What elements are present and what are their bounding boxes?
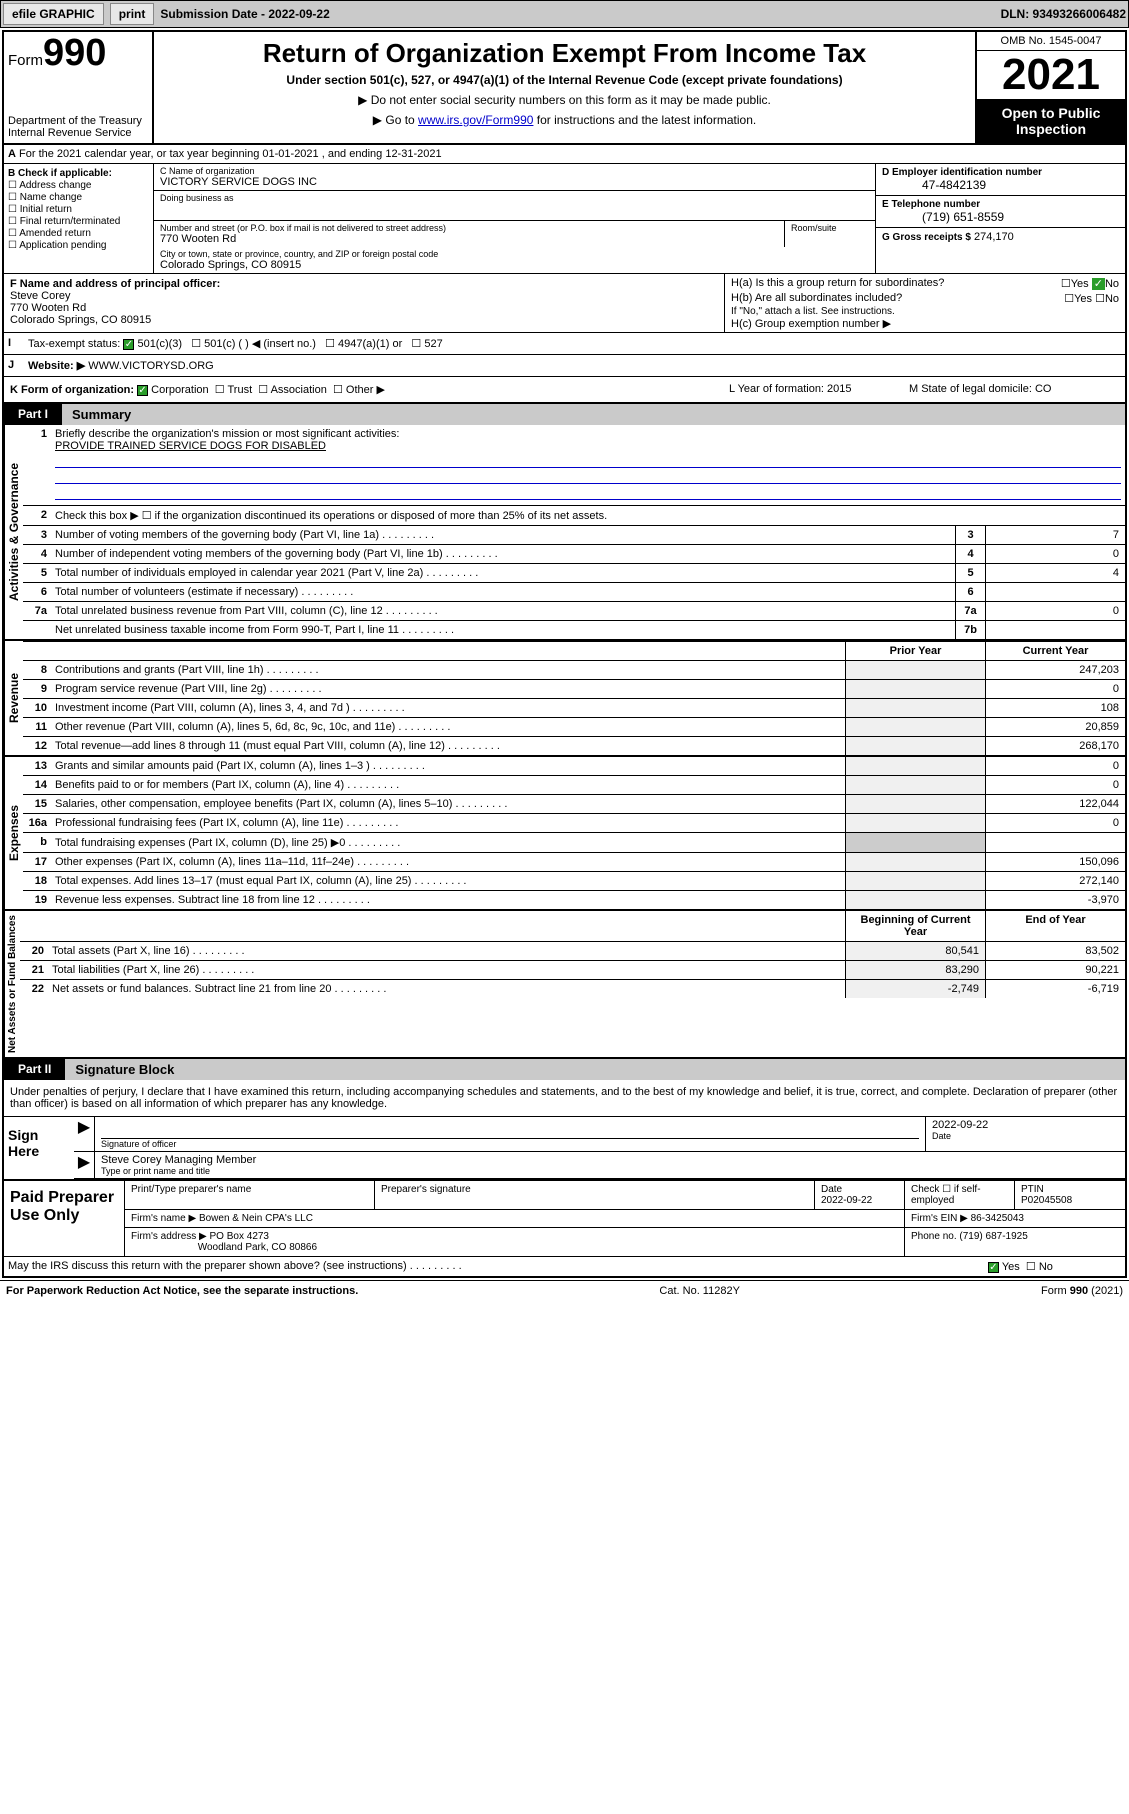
state-domicile: M State of legal domicile: CO <box>909 383 1119 396</box>
perjury-declaration: Under penalties of perjury, I declare th… <box>4 1080 1125 1117</box>
tax-exempt-status: Tax-exempt status: 501(c)(3) ☐ 501(c) ( … <box>24 333 1125 354</box>
col-current-year: Current Year <box>985 642 1125 660</box>
open-public: Open to Public Inspection <box>977 99 1125 143</box>
line-15-current: 122,044 <box>985 795 1125 813</box>
line-b-current <box>985 833 1125 852</box>
line-19-current: -3,970 <box>985 891 1125 909</box>
side-governance: Activities & Governance <box>4 425 23 639</box>
line-6-value <box>985 583 1125 601</box>
box-d-e-g: D Employer identification number 47-4842… <box>875 164 1125 273</box>
line-3-value: 7 <box>985 526 1125 544</box>
ptin: P02045508 <box>1021 1195 1072 1206</box>
omb-number: OMB No. 1545-0047 <box>977 32 1125 51</box>
line-9-current: 0 <box>985 680 1125 698</box>
form-990: Form990 Department of the Treasury Inter… <box>2 30 1127 1278</box>
line-12-current: 268,170 <box>985 737 1125 755</box>
line-7b-value <box>985 621 1125 639</box>
side-expenses: Expenses <box>4 757 23 909</box>
tax-year: 2021 <box>977 51 1125 99</box>
line-20-begin: 80,541 <box>845 942 985 960</box>
note-link: ▶ Go to www.irs.gov/Form990 for instruct… <box>160 113 969 127</box>
discuss-yes-checkbox[interactable] <box>988 1262 999 1273</box>
year-formation: L Year of formation: 2015 <box>729 383 909 396</box>
corporation-checkbox[interactable] <box>137 385 148 396</box>
form-title: Return of Organization Exempt From Incom… <box>160 38 969 69</box>
submission-date: Submission Date - 2022-09-22 <box>160 7 329 21</box>
line-21-begin: 83,290 <box>845 961 985 979</box>
org-city: Colorado Springs, CO 80915 <box>160 259 869 271</box>
line-20-end: 83,502 <box>985 942 1125 960</box>
box-b: B Check if applicable: ☐ Address change … <box>4 164 154 273</box>
prep-date: 2022-09-22 <box>821 1195 872 1206</box>
may-irs-discuss: May the IRS discuss this return with the… <box>4 1257 985 1276</box>
header-right: OMB No. 1545-0047 2021 Open to Public In… <box>975 32 1125 143</box>
line-16a-current: 0 <box>985 814 1125 832</box>
header-left: Form990 Department of the Treasury Inter… <box>4 32 154 143</box>
print-button[interactable]: print <box>110 3 155 25</box>
side-revenue: Revenue <box>4 641 23 755</box>
part2-header: Part II Signature Block <box>4 1059 1125 1080</box>
gross-receipts: 274,170 <box>974 231 1014 243</box>
sig-date: 2022-09-22 <box>932 1119 1119 1131</box>
line-21-end: 90,221 <box>985 961 1125 979</box>
col-prior-year: Prior Year <box>845 642 985 660</box>
prep-phone: (719) 687-1925 <box>959 1231 1027 1242</box>
line-22-end: -6,719 <box>985 980 1125 998</box>
line-7a-value: 0 <box>985 602 1125 620</box>
form-subtitle: Under section 501(c), 527, or 4947(a)(1)… <box>160 73 969 87</box>
header-center: Return of Organization Exempt From Incom… <box>154 32 975 143</box>
line-a: A For the 2021 calendar year, or tax yea… <box>4 145 1125 164</box>
box-c: C Name of organization VICTORY SERVICE D… <box>154 164 875 273</box>
col-beginning: Beginning of Current Year <box>845 911 985 941</box>
firm-address: PO Box 4273 <box>210 1231 269 1242</box>
line-10-current: 108 <box>985 699 1125 717</box>
sign-here-label: Sign Here <box>4 1117 74 1179</box>
side-net-assets: Net Assets or Fund Balances <box>4 911 20 1057</box>
mission-text: PROVIDE TRAINED SERVICE DOGS FOR DISABLE… <box>55 440 326 452</box>
website: WWW.VICTORYSD.ORG <box>88 360 214 372</box>
org-name: VICTORY SERVICE DOGS INC <box>160 176 869 188</box>
firm-name: Bowen & Nein CPA's LLC <box>199 1213 313 1224</box>
501c3-checkbox[interactable] <box>123 339 134 350</box>
footer: For Paperwork Reduction Act Notice, see … <box>0 1280 1129 1301</box>
paid-preparer-label: Paid Preparer Use Only <box>4 1181 124 1256</box>
col-end: End of Year <box>985 911 1125 941</box>
officer-name: Steve Corey Managing Member <box>101 1154 1119 1166</box>
line-11-current: 20,859 <box>985 718 1125 736</box>
toolbar: efile GRAPHIC print Submission Date - 20… <box>0 0 1129 28</box>
ein: 47-4842139 <box>882 178 1119 192</box>
box-f: F Name and address of principal officer:… <box>4 274 725 332</box>
line-17-current: 150,096 <box>985 853 1125 871</box>
form-number: 990 <box>43 32 106 74</box>
line-8-current: 247,203 <box>985 661 1125 679</box>
efile-button[interactable]: efile GRAPHIC <box>3 3 104 25</box>
line-18-current: 272,140 <box>985 872 1125 890</box>
note-ssn: ▶ Do not enter social security numbers o… <box>160 93 969 107</box>
line-4-value: 0 <box>985 545 1125 563</box>
irs-link[interactable]: www.irs.gov/Form990 <box>418 113 533 127</box>
line-13-current: 0 <box>985 757 1125 775</box>
line-14-current: 0 <box>985 776 1125 794</box>
firm-ein: 86-3425043 <box>971 1213 1024 1224</box>
line-22-begin: -2,749 <box>845 980 985 998</box>
line-5-value: 4 <box>985 564 1125 582</box>
org-address: 770 Wooten Rd <box>160 233 778 245</box>
form-word: Form <box>8 52 43 69</box>
box-h: H(a) Is this a group return for subordin… <box>725 274 1125 332</box>
part1-header: Part I Summary <box>4 404 1125 425</box>
dept-label: Department of the Treasury Internal Reve… <box>8 115 148 139</box>
dln: DLN: 93493266006482 <box>1001 7 1126 21</box>
phone: (719) 651-8559 <box>882 210 1119 224</box>
form-of-org: K Form of organization: Corporation ☐ Tr… <box>10 383 729 396</box>
